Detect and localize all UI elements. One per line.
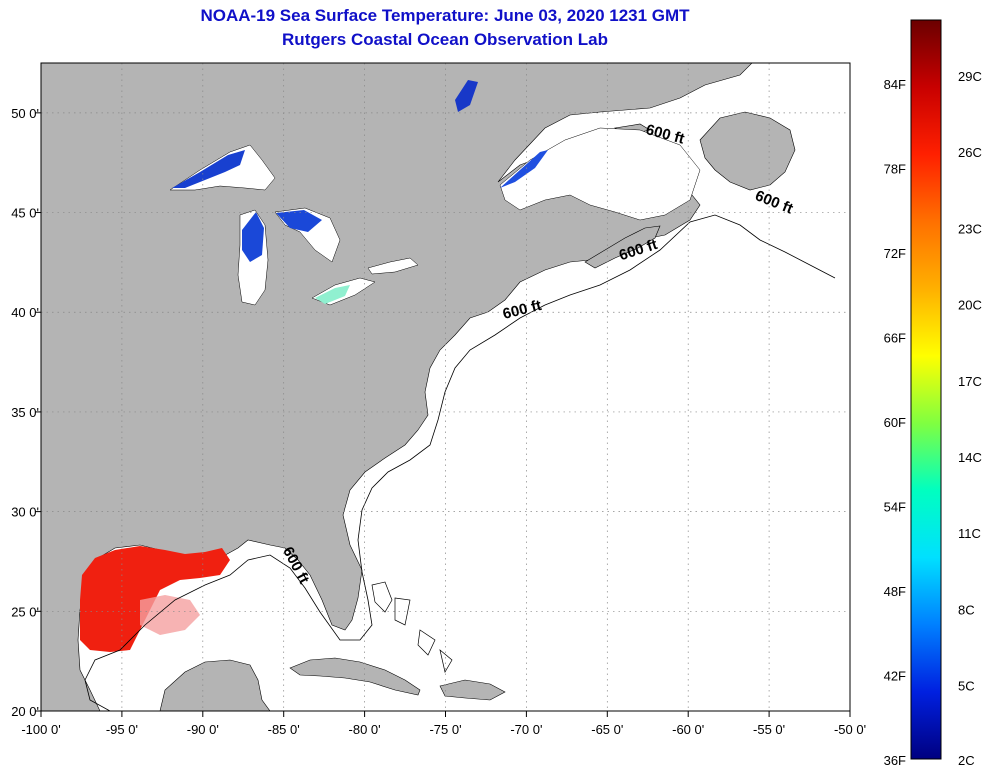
land-bahamas — [371, 581, 453, 673]
colorbar-f-label: 54F — [884, 500, 906, 515]
colorbar-f-label: 72F — [884, 246, 906, 261]
colorbar-f-label: 48F — [884, 584, 906, 599]
colorbar-f-label: 60F — [884, 415, 906, 430]
land-newfoundland — [699, 111, 796, 191]
land-hispaniola — [439, 679, 506, 701]
sst-st-lawrence-river — [500, 150, 548, 188]
lon-tick-label: -85 0' — [268, 722, 300, 737]
colorbar-c-label: 23C — [958, 221, 982, 236]
land-cuba — [289, 657, 421, 696]
graticule — [41, 63, 850, 711]
lat-tick-label: 25 0' — [11, 604, 39, 619]
lon-tick-label: -100 0' — [21, 722, 60, 737]
sst-lake-michigan — [242, 212, 264, 262]
lake-ontario — [367, 257, 419, 275]
colorbar-c-label: 11C — [958, 526, 981, 541]
map-title: NOAA-19 Sea Surface Temperature: June 03… — [200, 6, 690, 25]
colorbar-c-label: 14C — [958, 450, 982, 465]
land-yucatan — [159, 659, 271, 711]
land-nova-scotia — [584, 225, 661, 269]
gulf-of-st-lawrence — [499, 127, 701, 221]
lon-tick-label: -95 0' — [106, 722, 138, 737]
lon-tick-label: -90 0' — [187, 722, 219, 737]
lon-tick-label: -70 0' — [510, 722, 542, 737]
colorbar-c-label: 5C — [958, 679, 975, 694]
lon-tick-label: -80 0' — [349, 722, 381, 737]
lon-tick-label: -65 0' — [591, 722, 623, 737]
isobath-line — [84, 214, 836, 711]
colorbar-c-label: 8C — [958, 602, 975, 617]
sst-lake-superior — [172, 150, 245, 188]
lon-tick-label: -60 0' — [672, 722, 704, 737]
lat-tick-label: 50 0' — [11, 106, 39, 121]
colorbar — [910, 19, 942, 760]
colorbar-c-label: 20C — [958, 298, 982, 313]
sst-lake-erie — [315, 285, 350, 304]
colorbar-c-label: 29C — [958, 69, 982, 84]
colorbar-fahrenheit-labels: 84F 78F 72F 66F 60F 54F 48F 42F 36F — [884, 77, 906, 768]
latitude-axis: 50 0' 45 0' 40 0' 35 0' 30 0' 25 0' 20 0' — [11, 106, 41, 719]
colorbar-f-label: 66F — [884, 331, 906, 346]
lat-tick-label: 35 0' — [11, 405, 39, 420]
sst-lake-huron — [276, 210, 322, 232]
lat-tick-label: 20 0' — [11, 704, 39, 719]
lat-tick-label: 45 0' — [11, 206, 39, 221]
colorbar-celsius-labels: 29C 26C 23C 20C 17C 14C 11C 8C 5C 2C — [958, 69, 982, 768]
colorbar-c-label: 2C — [958, 753, 975, 768]
lon-tick-label: -50 0' — [834, 722, 866, 737]
colorbar-f-label: 42F — [884, 669, 906, 684]
sst-gulf-speckle — [140, 595, 200, 635]
colorbar-f-label: 78F — [884, 162, 906, 177]
colorbar-f-label: 84F — [884, 77, 906, 92]
longitude-axis: -100 0' -95 0' -90 0' -85 0' -80 0' -75 0' -70… — [21, 711, 866, 737]
colorbar-c-label: 17C — [958, 374, 982, 389]
lon-tick-label: -55 0' — [753, 722, 785, 737]
sst-overlay — [80, 80, 548, 652]
map-subtitle: Rutgers Coastal Ocean Observation Lab — [282, 30, 608, 49]
isobath-600ft — [84, 214, 836, 711]
sst-hudson-bay-edge — [455, 80, 478, 112]
lon-tick-label: -75 0' — [429, 722, 461, 737]
colorbar-c-label: 26C — [958, 145, 982, 160]
lat-tick-label: 40 0' — [11, 305, 39, 320]
colorbar-f-label: 36F — [884, 753, 906, 768]
lat-tick-label: 30 0' — [11, 505, 39, 520]
